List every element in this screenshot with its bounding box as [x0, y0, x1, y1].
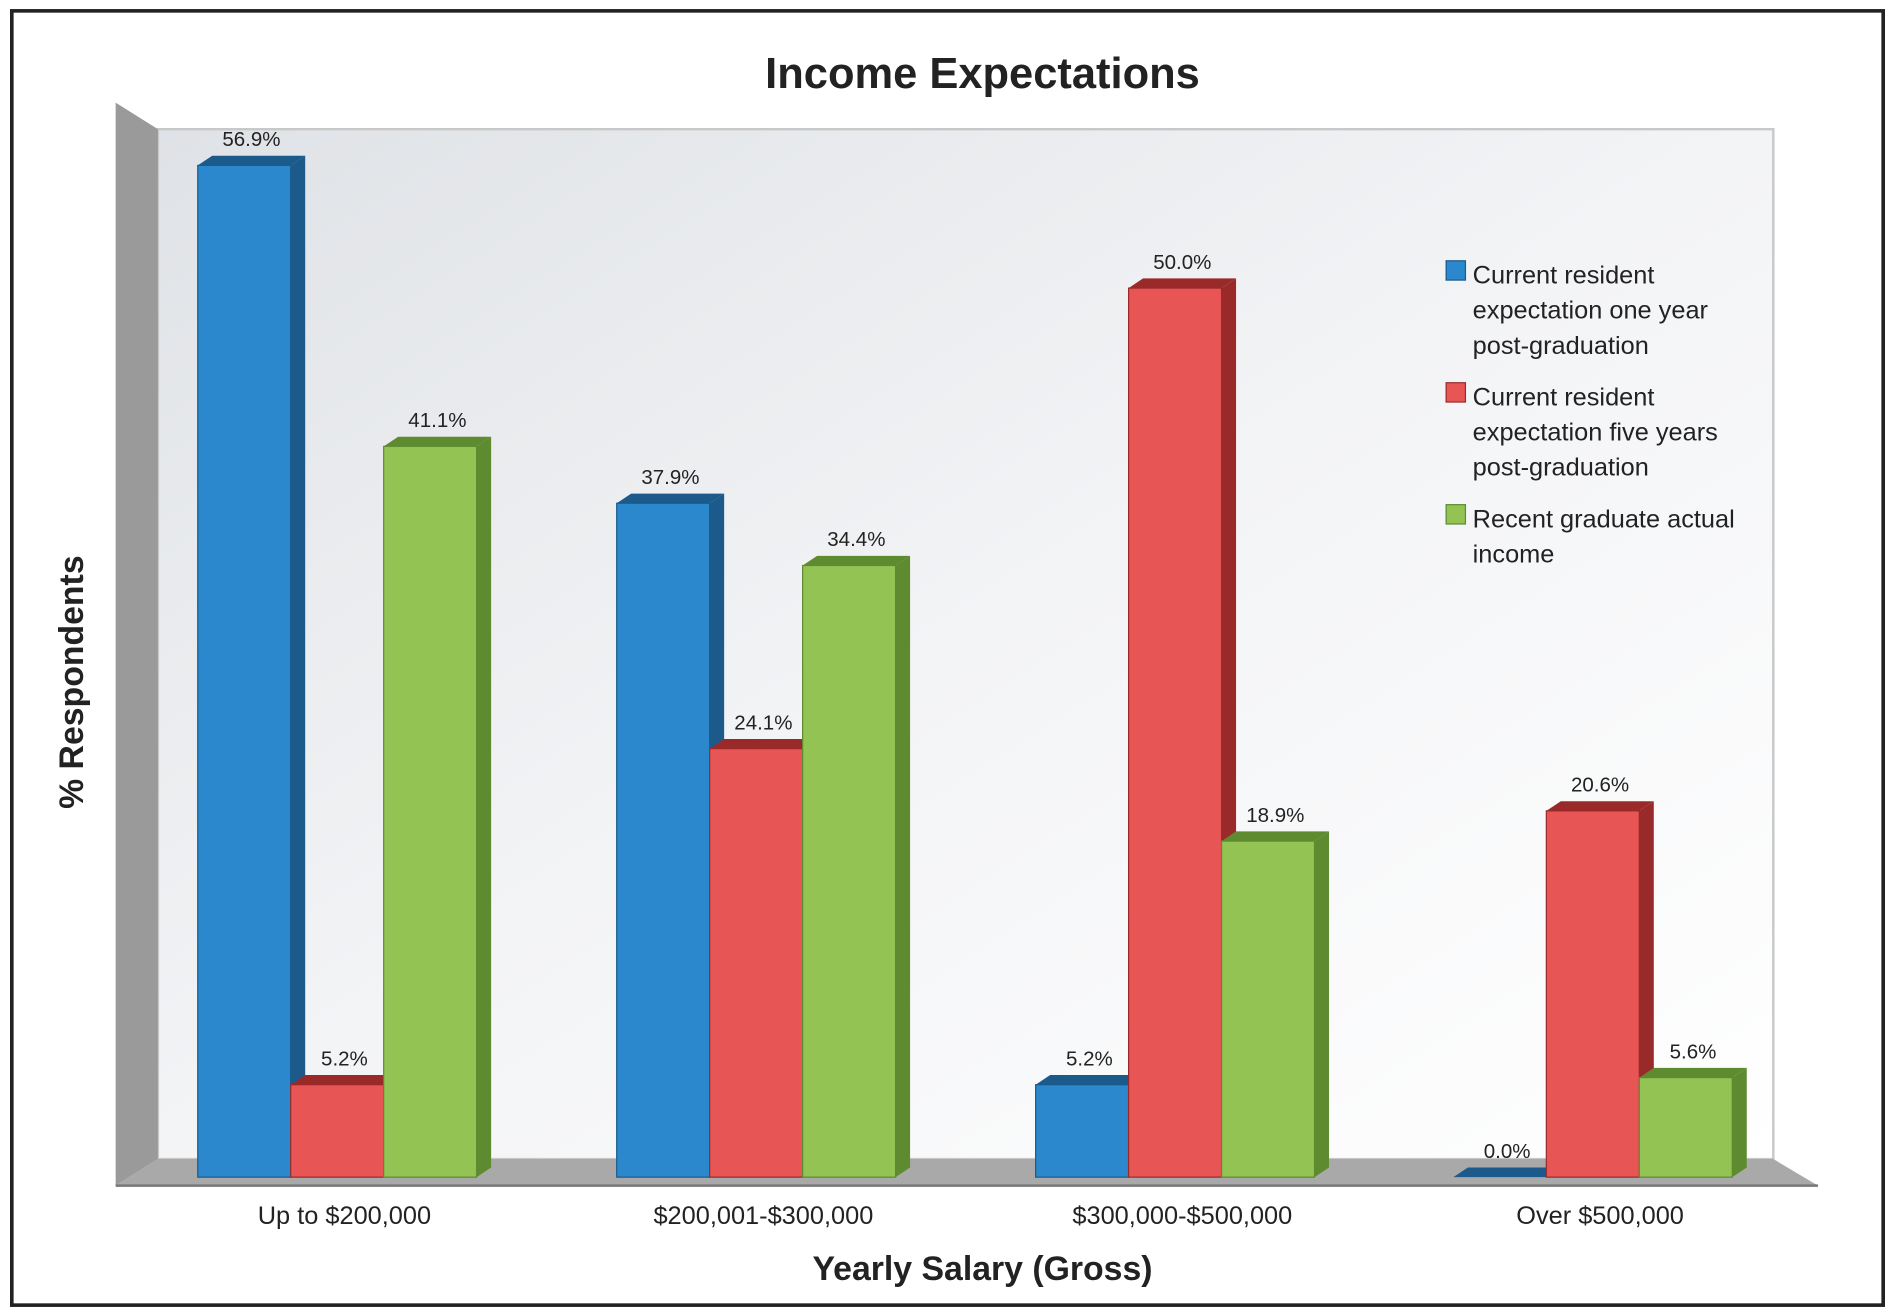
data-label: 50.0% — [1153, 251, 1211, 274]
legend-item-2: Current resident expectation five years po… — [1445, 382, 1718, 482]
bar-top — [290, 1075, 399, 1085]
bar-front — [616, 502, 711, 1178]
bar-top — [802, 555, 911, 566]
bar-front — [1127, 287, 1223, 1178]
legend-label: Current resident expectation five years po… — [1473, 384, 1718, 482]
legend: Current resident expectation one year post… — [1445, 260, 1735, 569]
bar-top — [1546, 801, 1654, 811]
x-axis-title: Yearly Salary (Gross) — [812, 1250, 1152, 1288]
bar-front — [290, 1084, 385, 1178]
bar-top — [709, 738, 818, 749]
legend-swatch — [1445, 382, 1467, 403]
bar-3-4: 5.6% — [1638, 1040, 1747, 1178]
data-label: 5.2% — [321, 1047, 368, 1070]
data-label: 24.1% — [734, 711, 792, 734]
data-label: 5.2% — [1066, 1047, 1113, 1070]
data-label: 0.0% — [1484, 1140, 1531, 1163]
bar-front — [383, 445, 478, 1178]
bar-1-4: 0.0% — [1453, 1140, 1561, 1178]
bar-3-3: 18.9% — [1220, 804, 1330, 1178]
bar-side — [476, 436, 492, 1178]
bar-front — [1220, 840, 1316, 1178]
bar-side — [895, 555, 911, 1178]
legend-item-1: Current resident expectation one year post… — [1445, 260, 1709, 360]
bar-front — [709, 748, 804, 1178]
data-label: 34.4% — [827, 528, 885, 551]
bar-top — [1639, 1067, 1747, 1078]
bar-top — [1221, 831, 1330, 842]
x-tick-label: Over $500,000 — [1516, 1202, 1684, 1230]
y-axis-title: % Respondents — [53, 555, 91, 809]
bar-top — [1035, 1075, 1144, 1085]
bar-3-1: 41.1% — [383, 409, 492, 1178]
bar-2-2: 24.1% — [709, 711, 818, 1178]
legend-label: Recent graduate actual income — [1473, 506, 1735, 569]
bar-1-2: 37.9% — [616, 466, 725, 1178]
left-wall — [115, 102, 158, 1186]
legend-item-3: Recent graduate actual income — [1445, 504, 1735, 569]
bar-1-1: 56.9% — [197, 128, 306, 1178]
bar-top — [616, 493, 725, 504]
legend-label: Current resident expectation one year post… — [1473, 262, 1709, 360]
x-tick-label: Up to $200,000 — [258, 1202, 431, 1230]
bar-2-4: 20.6% — [1545, 774, 1654, 1178]
data-label: 56.9% — [222, 128, 280, 151]
bar-side — [290, 155, 306, 1178]
bar-top — [1453, 1167, 1561, 1178]
bar-top — [197, 155, 306, 166]
x-tick-label: $300,000-$500,000 — [1072, 1202, 1292, 1230]
x-tick-label: $200,001-$300,000 — [653, 1202, 873, 1230]
data-label: 18.9% — [1246, 804, 1304, 827]
data-label: 20.6% — [1571, 774, 1629, 797]
floor — [115, 1159, 1818, 1186]
chart-title: Income Expectations — [765, 50, 1200, 98]
bar-front — [197, 164, 292, 1178]
data-label: 37.9% — [641, 466, 699, 489]
legend-swatch — [1445, 504, 1467, 525]
legend-swatch — [1445, 260, 1467, 281]
bar-front — [802, 564, 897, 1178]
bar-3-2: 34.4% — [802, 528, 911, 1178]
bar-top — [383, 436, 492, 447]
bar-front — [1545, 810, 1640, 1178]
bar-front — [1638, 1076, 1733, 1178]
bar-side — [1732, 1067, 1747, 1178]
bar-2-3: 50.0% — [1127, 251, 1237, 1178]
bar-front — [1035, 1084, 1130, 1178]
data-label: 5.6% — [1670, 1040, 1717, 1063]
bar-top — [1128, 278, 1237, 289]
data-label: 41.1% — [408, 409, 466, 432]
bar-side — [1314, 831, 1330, 1178]
